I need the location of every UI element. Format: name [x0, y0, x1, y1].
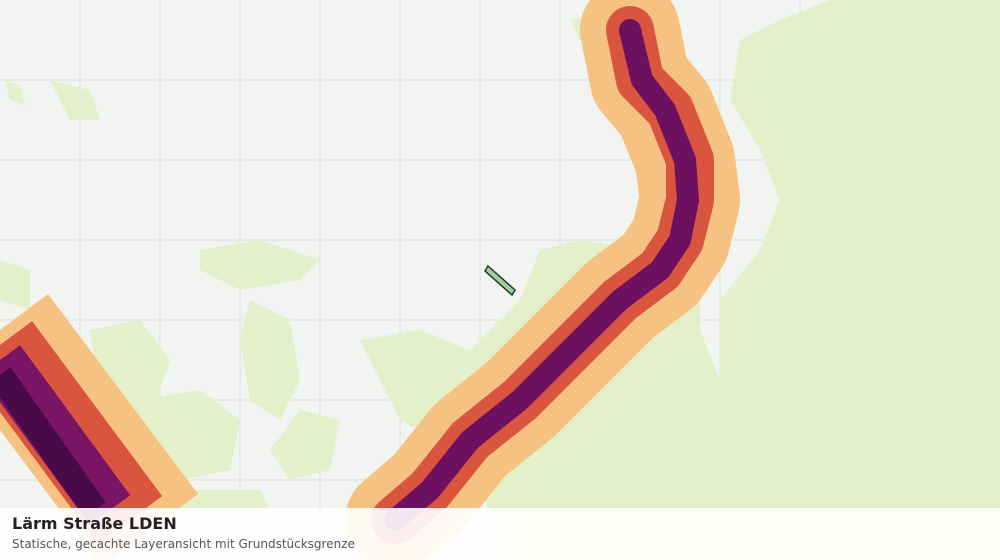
caption-subtitle: Statische, gecachte Layeransicht mit Gru…: [12, 537, 355, 551]
noise-road: [345, 0, 740, 560]
caption-title: Lärm Straße LDEN: [12, 514, 177, 533]
parcel-boundary[interactable]: [484, 264, 516, 297]
caption-panel: [0, 508, 1000, 560]
noise-corner: [0, 294, 198, 560]
